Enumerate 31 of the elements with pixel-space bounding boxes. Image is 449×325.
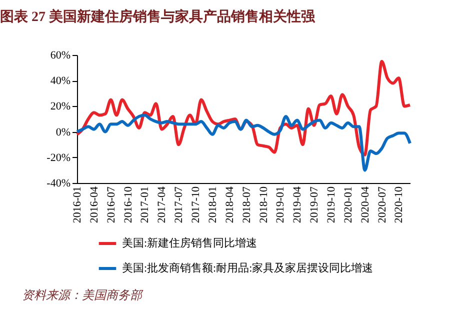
y-tick-label: 40% bbox=[50, 75, 70, 88]
x-tick-label: 2016-04 bbox=[88, 186, 100, 224]
x-tick-label: 2017-07 bbox=[173, 186, 186, 224]
x-tick-label: 2017-04 bbox=[156, 186, 168, 224]
y-tick-label: -20% bbox=[46, 152, 70, 164]
x-tick-label: 2019-01 bbox=[274, 186, 287, 224]
line-series bbox=[76, 114, 412, 172]
x-tick-label: 2019-04 bbox=[292, 186, 304, 224]
x-tick-label: 2018-07 bbox=[240, 186, 253, 224]
x-tick-label: 2020-07 bbox=[376, 186, 388, 224]
x-tick-label: 2018-01 bbox=[206, 186, 219, 224]
text: 资料来源：美国商务部 bbox=[22, 288, 144, 302]
chart-title: 图表 27 美国新建住房销售与家具产品销售相关性强 bbox=[0, 8, 316, 25]
x-tick-label: 2017-01 bbox=[139, 186, 152, 224]
y-tick-label: 0% bbox=[56, 126, 70, 138]
legend-label: 美国:批发商销售额:耐用品:家具及家居摆设同比增速 bbox=[122, 262, 374, 274]
x-tick-label: 2020-01 bbox=[342, 186, 354, 224]
x-tick-label: 2018-04 bbox=[224, 186, 236, 224]
x-tick-label: 2019-10 bbox=[325, 186, 338, 224]
x-tick-label: 2016-01 bbox=[72, 186, 84, 224]
y-tick-label: 20% bbox=[50, 100, 70, 113]
y-tick-label: -40% bbox=[46, 178, 70, 190]
x-tick-label: 2017-10 bbox=[190, 186, 202, 224]
x-tick-label: 2016-10 bbox=[122, 186, 134, 224]
x-tick-label: 2019-07 bbox=[308, 186, 321, 224]
x-tick-label: 2018-10 bbox=[258, 186, 270, 224]
x-tick-label: 2020-04 bbox=[359, 186, 372, 224]
x-tick-label: 2020-10 bbox=[393, 186, 406, 224]
y-tick-label: 60% bbox=[50, 50, 70, 62]
legend-label: 美国:新建住房销售同比增速 bbox=[122, 236, 258, 250]
x-tick-label: 2016-07 bbox=[105, 186, 118, 224]
